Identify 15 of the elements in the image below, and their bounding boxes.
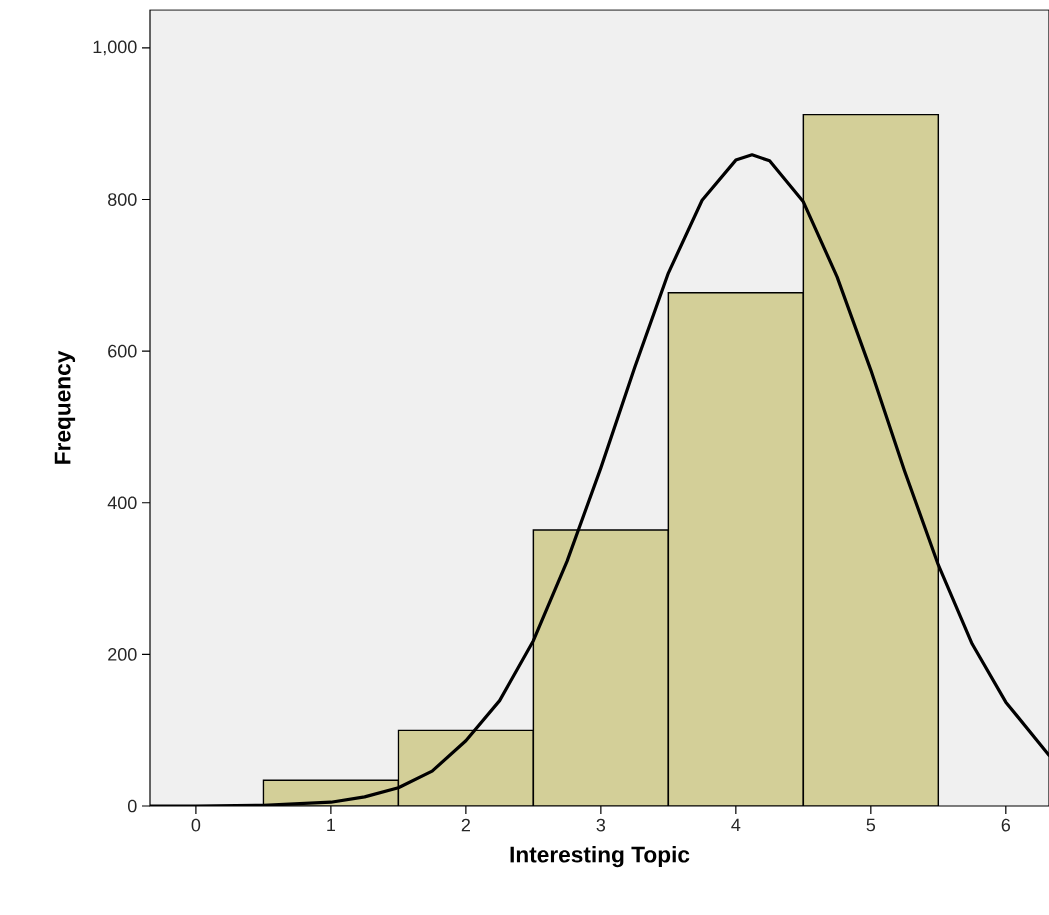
x-axis-title: Interesting Topic [510,845,690,868]
x-tick-label: 2 [461,818,470,832]
x-tick-label: 4 [731,818,741,832]
x-tick-label: 3 [596,818,606,832]
y-tick-label: 800 [108,193,137,206]
x-tick-label: 0 [191,818,201,832]
y-tick-label: 200 [108,648,137,661]
y-tick-label: 0 [127,799,137,813]
y-tick-label: 1,000 [93,40,137,56]
x-tick-label: 1 [327,818,336,832]
y-axis-title: Frequency [54,350,76,464]
y-tick-label: 400 [107,496,137,510]
x-tick-label: 6 [1001,818,1011,832]
y-tick-label: 600 [108,344,137,358]
x-tick-label: 5 [866,818,876,832]
